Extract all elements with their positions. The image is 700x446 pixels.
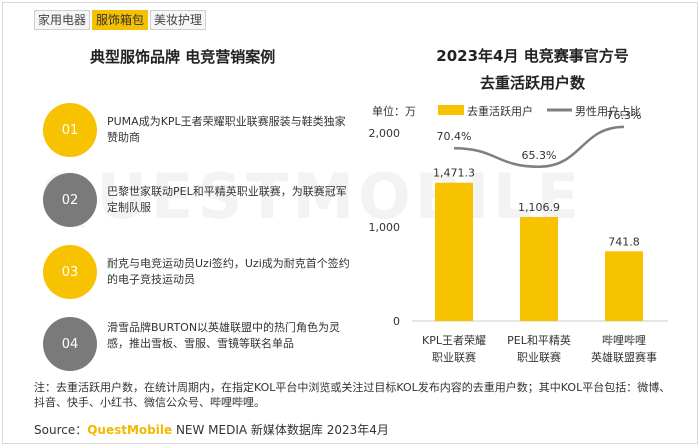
x-category-label: PEL和平精英 [507, 333, 571, 347]
case-number-badge: 04 [43, 317, 97, 371]
bar [435, 182, 473, 321]
x-category-label: KPL王者荣耀 [422, 334, 486, 347]
tab-apparel-bags[interactable]: 服饰箱包 [92, 10, 149, 30]
y-tick-label: 2,000 [369, 127, 401, 140]
source-rest: NEW MEDIA 新媒体数据库 2023年4月 [172, 423, 389, 437]
chart-title-line1: 2023年4月 电竞赛事官方号 [436, 47, 629, 65]
cases-title: 典型服饰品牌 电竞营销案例 [90, 48, 276, 66]
bar [605, 251, 643, 321]
source-prefix: Source： [34, 423, 88, 437]
legend-label: 去重活跃用户 [467, 104, 533, 118]
y-tick-label: 1,000 [369, 221, 401, 234]
case-text: 滑雪品牌BURTON以英雄联盟中的热门角色为灵感，推出雪板、雪服、雪镜等联名单品 [107, 321, 341, 350]
y-tick-label: 0 [393, 315, 400, 328]
male-ratio-line [453, 125, 625, 169]
tab-home-appliances[interactable]: 家用电器 [34, 10, 91, 30]
legend-label: 男性用户占比 [575, 104, 641, 118]
source-line: Source：QuestMobile NEW MEDIA 新媒体数据库 2023… [34, 421, 389, 438]
case-text: PUMA成为KPL王者荣耀职业联赛服装与鞋类独家赞助商 [107, 115, 346, 144]
line-value-label: 76.3% [607, 109, 642, 122]
case-item-4: 04 滑雪品牌BURTON以英雄联盟中的热门角色为灵感，推出雪板、雪服、雪镜等联… [43, 317, 353, 371]
footnote: 注：去重活跃用户数，在统计周期内，在指定KOL平台中浏览或关注过目标KOL发布内… [34, 381, 671, 409]
bar-value-label: 1,106.9 [518, 201, 560, 214]
legend-bar-swatch [438, 105, 464, 115]
category-tabs: 家用电器 服饰箱包 美妆护理 [34, 10, 208, 30]
case-text: 耐克与电竞运动员Uzi签约，Uzi成为耐克首个签约的电子竞技运动员 [107, 257, 350, 286]
line-value-label: 70.4% [437, 130, 472, 143]
case-number-badge: 01 [43, 103, 97, 157]
source-brand: QuestMobile [87, 423, 173, 437]
unit-label: 单位：万 [372, 104, 416, 118]
x-category-label: 职业联赛 [517, 350, 561, 364]
x-category-label: 英雄联盟赛事 [591, 350, 657, 364]
case-item-3: 03 耐克与电竞运动员Uzi签约，Uzi成为耐克首个签约的电子竞技运动员 [43, 245, 353, 299]
case-number-badge: 02 [43, 173, 97, 227]
case-item-1: 01 PUMA成为KPL王者荣耀职业联赛服装与鞋类独家赞助商 [43, 103, 353, 157]
watermark: QUESTMOBILE [40, 160, 583, 233]
line-value-label: 65.3% [522, 149, 557, 162]
case-number-badge: 03 [43, 245, 97, 299]
x-category-label: 哔哩哔哩 [602, 334, 646, 347]
case-item-2: 02 巴黎世家联动PEL和平精英职业联赛，为联赛冠军定制队服 [43, 173, 353, 227]
tab-beauty-care[interactable]: 美妆护理 [150, 10, 207, 30]
bar-value-label: 1,471.3 [433, 167, 475, 180]
bar-value-label: 741.8 [608, 235, 640, 248]
case-text: 巴黎世家联动PEL和平精英职业联赛，为联赛冠军定制队服 [107, 185, 347, 214]
bar [520, 216, 558, 321]
chart-title-line2: 去重活跃用户数 [479, 74, 585, 92]
x-category-label: 职业联赛 [432, 350, 476, 364]
